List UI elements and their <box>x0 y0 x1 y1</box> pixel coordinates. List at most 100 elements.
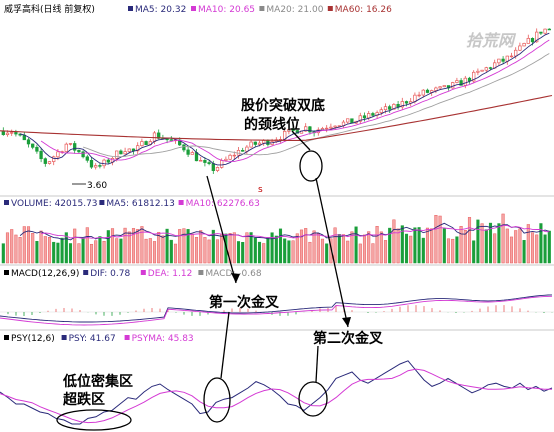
candle-body <box>81 151 85 158</box>
arrowheads <box>231 273 351 327</box>
volume-bar <box>215 239 220 264</box>
volume-bar <box>434 215 438 264</box>
volume-bar <box>442 228 446 264</box>
volume-bar <box>320 238 325 264</box>
candle-body <box>253 141 257 145</box>
volume-bar <box>375 226 379 264</box>
volume-bar <box>543 234 547 264</box>
volume-bar <box>199 230 203 264</box>
first-cross-pointer-down <box>220 311 230 379</box>
neckline-ellipse <box>299 150 323 182</box>
candle-body <box>262 140 266 144</box>
candle-body <box>14 132 18 135</box>
candle-body <box>85 156 89 161</box>
volume-bar <box>312 230 316 264</box>
volume-bar <box>417 227 421 264</box>
candle-body <box>136 145 140 152</box>
candle-body <box>337 125 341 127</box>
candle-body <box>241 150 245 152</box>
macd-legend: MACD(12,26,9) DIF: 0.78 DEA: 1.12 MACD: -0.… <box>4 269 262 279</box>
volume-bar <box>85 227 89 264</box>
candle-body <box>476 70 480 73</box>
candle-body <box>333 125 337 128</box>
volume-bar <box>186 229 190 264</box>
annotation-marks <box>56 130 349 431</box>
second-cross-ellipse <box>298 381 328 417</box>
candle-body <box>421 89 425 96</box>
volume-bar <box>157 231 161 264</box>
volume-bar <box>421 237 425 264</box>
macd-legend-item: DIF: 0.78 <box>90 269 130 279</box>
candle-body <box>526 38 530 44</box>
candle-body <box>371 113 375 116</box>
volume-bar <box>236 241 241 264</box>
candle-body <box>350 118 354 124</box>
volume-bar <box>451 238 455 264</box>
volume-bar <box>467 217 472 264</box>
volume-bar <box>488 222 493 264</box>
volume-bar <box>501 213 505 264</box>
price-legend-item: MA60: 16.26 <box>335 5 392 15</box>
candle-body <box>535 31 539 43</box>
volume-bar <box>463 229 467 264</box>
volume-bar <box>325 243 329 264</box>
candle-body <box>383 106 388 111</box>
candle-body <box>484 67 488 71</box>
volume-bar <box>362 234 367 264</box>
volume-bar <box>136 229 140 264</box>
candle-body <box>404 101 409 104</box>
volume-bar <box>144 238 148 264</box>
volume-bar <box>396 228 400 264</box>
dea-line <box>0 295 553 326</box>
volume-legend: VOLUME: 42015.73 MA5: 61812.13 MA10: 62276… <box>4 199 260 209</box>
volume-bar <box>291 240 295 264</box>
candle-body <box>308 126 312 133</box>
psy-legend-swatch <box>124 335 130 340</box>
macd-header: MACD(12,26,9) DIF: 0.78 DEA: 1.12 MACD: -0.… <box>4 269 262 279</box>
candle-body <box>165 138 169 141</box>
volume-bar <box>39 230 43 264</box>
volume-bar <box>178 229 182 264</box>
volume-bar <box>438 215 442 264</box>
volume-legend-swatch <box>178 200 184 205</box>
macd-legend-swatch <box>198 270 204 275</box>
volume-bar <box>497 223 501 264</box>
volume-bar <box>98 236 102 264</box>
volume-bar <box>392 219 396 264</box>
price-legend: MA5: 20.32 MA10: 20.65 MA20: 21.00 MA60: 16… <box>128 5 392 15</box>
candle-body <box>304 126 308 132</box>
volume-bar <box>476 219 480 264</box>
candle-body <box>47 161 52 164</box>
first-cross-pointer-up <box>206 175 237 284</box>
volume-bar <box>182 228 186 264</box>
neckline-pointer <box>291 130 311 151</box>
volume-bar <box>173 243 178 264</box>
volume-bar <box>211 229 215 264</box>
macd-legend-swatch <box>140 270 146 275</box>
candle-body <box>358 115 362 122</box>
candle-body <box>413 94 417 102</box>
annotation-neckline-2: 的颈线位 <box>244 116 300 133</box>
chart-title: 威孚高科(日线 前复权) <box>4 3 95 15</box>
candle-body <box>451 82 455 89</box>
volume-bar <box>446 238 451 264</box>
volume-bar <box>455 236 459 264</box>
price-panel: s <box>0 28 553 195</box>
annotation-oversold: 超跌区 <box>62 391 105 408</box>
volume-bar <box>253 237 257 264</box>
volume-bar <box>539 223 543 264</box>
psy-legend-swatch <box>61 335 67 340</box>
volume-bar <box>530 232 535 264</box>
second-cross-pointer-down <box>315 345 319 383</box>
candle-body <box>325 127 329 130</box>
volume-bar <box>241 242 245 264</box>
volume-bar <box>484 229 488 264</box>
volume-bar <box>270 232 274 264</box>
volume-bar <box>22 226 26 264</box>
candle-body <box>140 141 144 147</box>
volume-bar <box>106 230 110 264</box>
price-legend-item: MA10: 20.65 <box>198 5 255 15</box>
signal-mark: s <box>258 185 263 195</box>
candle-body <box>127 148 131 152</box>
